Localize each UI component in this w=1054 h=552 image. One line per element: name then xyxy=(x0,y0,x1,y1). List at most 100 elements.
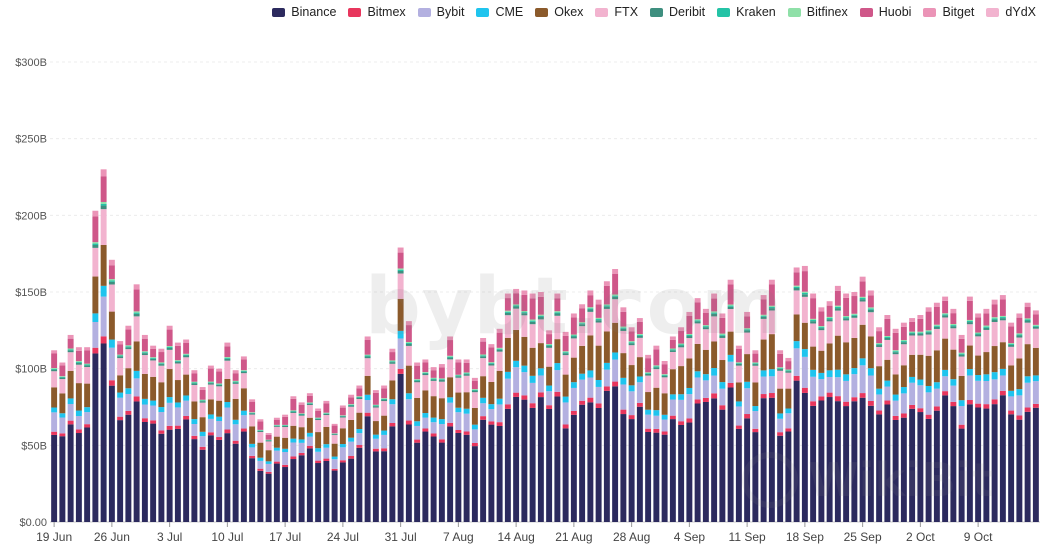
bar-29[interactable] xyxy=(290,396,297,522)
bar-41[interactable] xyxy=(389,348,396,522)
bar-119[interactable] xyxy=(1032,310,1039,522)
bar-1[interactable] xyxy=(59,362,66,522)
bar-8[interactable] xyxy=(117,341,124,522)
bar-79[interactable] xyxy=(702,308,709,522)
bar-23[interactable] xyxy=(240,356,247,522)
bar-27[interactable] xyxy=(273,417,280,522)
bar-52[interactable] xyxy=(480,338,487,522)
bar-95[interactable] xyxy=(834,285,841,522)
bar-6[interactable] xyxy=(100,169,107,522)
bar-3[interactable] xyxy=(75,347,82,522)
bar-78[interactable] xyxy=(694,298,701,522)
bar-47[interactable] xyxy=(438,364,445,522)
bar-111[interactable] xyxy=(966,296,973,522)
bar-64[interactable] xyxy=(579,304,586,522)
bar-66[interactable] xyxy=(595,299,602,522)
bar-40[interactable] xyxy=(381,385,388,522)
bar-13[interactable] xyxy=(158,348,165,522)
bar-46[interactable] xyxy=(430,367,437,522)
bar-83[interactable] xyxy=(735,345,742,522)
bar-37[interactable] xyxy=(356,385,363,522)
bar-67[interactable] xyxy=(603,281,610,522)
bar-10[interactable] xyxy=(133,284,140,522)
bar-17[interactable] xyxy=(191,370,198,522)
bar-59[interactable] xyxy=(537,292,544,522)
bar-100[interactable] xyxy=(876,327,883,522)
bar-96[interactable] xyxy=(843,293,850,522)
bar-35[interactable] xyxy=(339,405,346,522)
legend-item-deribit[interactable]: Deribit xyxy=(650,5,705,19)
bar-24[interactable] xyxy=(249,399,256,522)
bar-102[interactable] xyxy=(892,328,899,522)
bar-84[interactable] xyxy=(744,311,751,522)
bar-73[interactable] xyxy=(653,345,660,522)
bar-115[interactable] xyxy=(999,295,1006,522)
bar-49[interactable] xyxy=(455,359,462,522)
legend-item-bitfinex[interactable]: Bitfinex xyxy=(787,5,848,19)
bar-88[interactable] xyxy=(777,350,784,522)
bar-58[interactable] xyxy=(529,293,536,522)
bar-2[interactable] xyxy=(67,334,74,522)
bar-33[interactable] xyxy=(323,400,330,522)
bar-113[interactable] xyxy=(983,308,990,522)
bar-74[interactable] xyxy=(661,361,668,522)
bar-104[interactable] xyxy=(909,318,916,522)
legend-item-okex[interactable]: Okex xyxy=(535,5,583,19)
bar-61[interactable] xyxy=(554,293,561,522)
bar-16[interactable] xyxy=(183,339,190,522)
bar-9[interactable] xyxy=(125,325,132,522)
bar-90[interactable] xyxy=(793,267,800,522)
bar-4[interactable] xyxy=(84,347,91,522)
bar-103[interactable] xyxy=(900,322,907,522)
bar-42[interactable] xyxy=(397,247,404,522)
bar-11[interactable] xyxy=(141,334,148,522)
bar-77[interactable] xyxy=(686,311,693,522)
bar-14[interactable] xyxy=(166,325,173,522)
bar-94[interactable] xyxy=(826,301,833,522)
bar-39[interactable] xyxy=(372,390,379,522)
bar-30[interactable] xyxy=(298,402,305,522)
legend-item-bitmex[interactable]: Bitmex xyxy=(348,5,406,19)
bar-18[interactable] xyxy=(199,387,206,522)
legend-item-cme[interactable]: CME xyxy=(476,5,523,19)
bar-87[interactable] xyxy=(768,279,775,522)
bar-86[interactable] xyxy=(760,295,767,522)
legend-item-bitget[interactable]: Bitget xyxy=(923,5,974,19)
legend-item-bybit[interactable]: Bybit xyxy=(417,5,464,19)
bar-110[interactable] xyxy=(958,334,965,522)
bar-44[interactable] xyxy=(414,362,421,522)
bar-109[interactable] xyxy=(950,308,957,522)
bar-105[interactable] xyxy=(917,315,924,522)
bar-92[interactable] xyxy=(810,293,817,522)
bar-57[interactable] xyxy=(521,290,528,522)
bar-26[interactable] xyxy=(265,433,272,522)
bar-7[interactable] xyxy=(108,259,115,522)
bar-20[interactable] xyxy=(216,368,223,522)
bar-22[interactable] xyxy=(232,370,239,522)
bar-98[interactable] xyxy=(859,276,866,522)
bar-80[interactable] xyxy=(711,293,718,522)
bar-75[interactable] xyxy=(669,336,676,522)
bar-68[interactable] xyxy=(612,269,619,522)
bar-91[interactable] xyxy=(801,265,808,522)
bar-118[interactable] xyxy=(1024,302,1031,522)
bar-81[interactable] xyxy=(719,313,726,522)
bar-25[interactable] xyxy=(257,419,264,522)
bar-21[interactable] xyxy=(224,342,231,522)
bar-99[interactable] xyxy=(867,290,874,522)
bar-12[interactable] xyxy=(150,345,157,522)
bar-71[interactable] xyxy=(636,318,643,522)
bar-69[interactable] xyxy=(620,307,627,522)
bar-54[interactable] xyxy=(496,328,503,522)
legend-item-kraken[interactable]: Kraken xyxy=(717,5,776,19)
bar-19[interactable] xyxy=(207,365,214,522)
bar-38[interactable] xyxy=(364,336,371,522)
bar-82[interactable] xyxy=(727,279,734,522)
legend-item-binance[interactable]: Binance xyxy=(272,5,336,19)
bar-0[interactable] xyxy=(51,350,58,522)
bar-62[interactable] xyxy=(562,331,569,522)
bar-43[interactable] xyxy=(405,321,412,522)
bar-117[interactable] xyxy=(1016,313,1023,522)
bar-108[interactable] xyxy=(942,296,949,522)
bar-112[interactable] xyxy=(975,313,982,522)
